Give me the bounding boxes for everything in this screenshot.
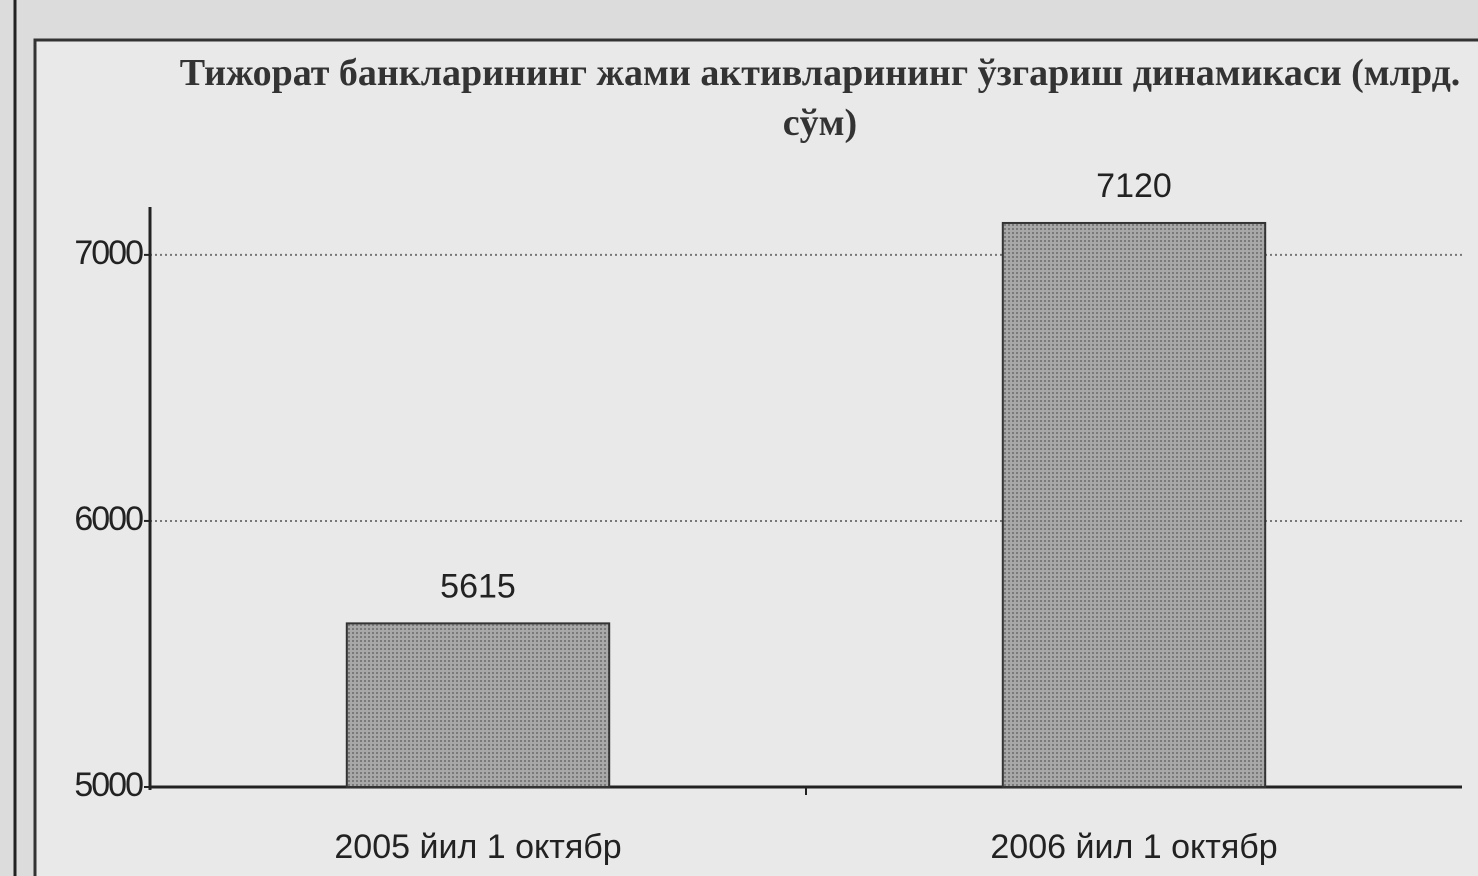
y-tick-label: 7000 — [74, 234, 143, 272]
value-label: 7120 — [1096, 167, 1172, 205]
x-tick-label: 2005 йил 1 октябр — [334, 828, 621, 866]
bar — [1001, 221, 1267, 788]
chart-title: Тижорат банкларининг жами активларининг … — [179, 52, 1461, 144]
x-tick-label: 2006 йил 1 октябр — [990, 828, 1277, 866]
bar — [345, 622, 611, 789]
y-tick-label: 5000 — [74, 766, 143, 804]
value-label: 5615 — [440, 567, 516, 605]
y-tick-label: 6000 — [74, 500, 143, 538]
